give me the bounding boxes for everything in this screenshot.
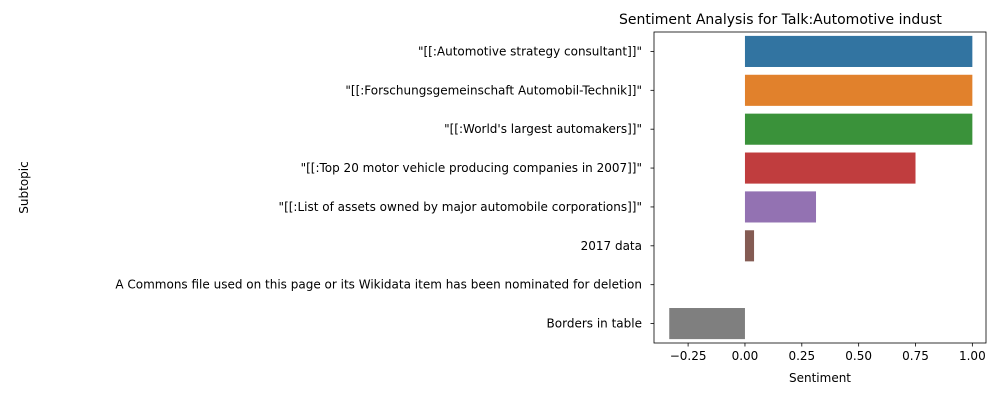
y-tick-label: "[[:List of assets owned by major automo… xyxy=(279,200,642,214)
bar xyxy=(744,74,973,106)
bar xyxy=(744,230,755,262)
y-tick-label: Borders in table xyxy=(547,317,642,331)
y-axis-label: Subtopic xyxy=(17,161,31,213)
bar xyxy=(744,152,916,184)
y-tick-label: A Commons file used on this page or its … xyxy=(115,278,642,292)
x-tick-label: 0.00 xyxy=(732,349,759,363)
bars-group xyxy=(669,35,973,340)
x-tick-label: 1.00 xyxy=(959,349,986,363)
x-axis-label: Sentiment xyxy=(789,371,851,385)
bar xyxy=(744,113,973,145)
x-tick-label: 0.25 xyxy=(788,349,815,363)
y-tick-label: "[[:Forschungsgemeinschaft Automobil-Tec… xyxy=(345,83,642,97)
chart-title: Sentiment Analysis for Talk:Automotive i… xyxy=(619,12,942,28)
plot-frame xyxy=(653,31,987,344)
x-tick-label: −0.25 xyxy=(670,349,707,363)
x-tick-label: 0.50 xyxy=(845,349,872,363)
x-tick-label: 0.75 xyxy=(902,349,929,363)
y-tick-label: "[[:World's largest automakers]]" xyxy=(444,122,642,136)
y-tick-label: 2017 data xyxy=(581,239,642,253)
bar xyxy=(744,191,817,223)
y-tick-label: "[[:Automotive strategy consultant]]" xyxy=(418,44,642,58)
y-tick-group: "[[:Automotive strategy consultant]]" "[[… xyxy=(115,44,654,331)
y-tick-label: "[[:Top 20 motor vehicle producing compa… xyxy=(301,161,642,175)
bar xyxy=(669,308,745,340)
bar xyxy=(744,35,973,67)
x-tick-group: −0.25 0.00 0.25 0.50 0.75 1.00 xyxy=(670,343,986,363)
